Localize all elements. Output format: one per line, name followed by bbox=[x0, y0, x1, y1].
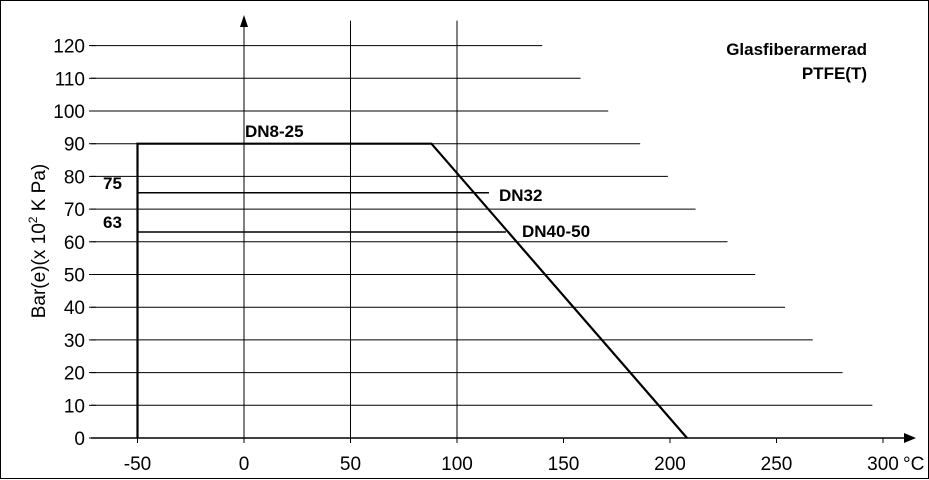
grid-layer bbox=[91, 20, 873, 438]
y-tick-label-30: 30 bbox=[64, 331, 85, 352]
y-axis-label: Bar(e)(x 102 K Pa) bbox=[26, 164, 50, 319]
y-tick-label-10: 10 bbox=[64, 396, 85, 417]
y-tick-label-20: 20 bbox=[64, 364, 85, 385]
series-label-dn8-25: DN8-25 bbox=[245, 122, 304, 141]
y-tick-label-120: 120 bbox=[53, 37, 85, 58]
y-tick-label-40: 40 bbox=[64, 298, 85, 319]
y-tick-label-60: 60 bbox=[64, 233, 85, 254]
y-axis-label-suffix: K Pa) bbox=[29, 164, 50, 217]
chart-title-line-1: Glasfiberarmerad bbox=[726, 40, 867, 59]
y-tick-label-110: 110 bbox=[55, 69, 85, 90]
y-tick-label-70: 70 bbox=[64, 200, 85, 221]
x-tick-label-300: 300 bbox=[867, 454, 899, 475]
x-axis-unit: °C bbox=[903, 454, 924, 475]
y-tick-label-90: 90 bbox=[64, 135, 85, 156]
y-tick-label-100: 100 bbox=[53, 102, 85, 123]
y-tick-label-0: 0 bbox=[74, 429, 85, 450]
x-tick-label-0: 0 bbox=[239, 454, 250, 475]
y-axis-label-sup: 2 bbox=[26, 216, 40, 223]
level-label-63: 63 bbox=[103, 213, 122, 232]
axes-layer bbox=[89, 15, 916, 443]
x-tick-label-50: 50 bbox=[340, 454, 361, 475]
series-layer bbox=[136, 142, 688, 439]
level-label-75: 75 bbox=[103, 174, 122, 193]
y-tick-label-50: 50 bbox=[64, 266, 85, 287]
x-tick-label-150: 150 bbox=[548, 454, 580, 475]
x-axis-arrow bbox=[904, 433, 916, 443]
x-tick-label-250: 250 bbox=[761, 454, 793, 475]
text-layer: Glasfiberarmerad PTFE(T) Bar(e)(x 102 K … bbox=[26, 37, 924, 475]
series-label-dn40-50: DN40-50 bbox=[522, 222, 590, 241]
y-tick-label-80: 80 bbox=[64, 167, 85, 188]
y-axis-arrow bbox=[240, 15, 248, 27]
y-axis-label-prefix: Bar(e)(x 10 bbox=[29, 223, 50, 318]
series-line-dn8-25 bbox=[136, 142, 688, 439]
x-tick-label--50: -50 bbox=[124, 454, 151, 475]
series-label-dn32: DN32 bbox=[499, 186, 542, 205]
chart-title-line-2: PTFE(T) bbox=[802, 64, 867, 83]
x-tick-label-200: 200 bbox=[654, 454, 686, 475]
x-tick-label-100: 100 bbox=[441, 454, 473, 475]
